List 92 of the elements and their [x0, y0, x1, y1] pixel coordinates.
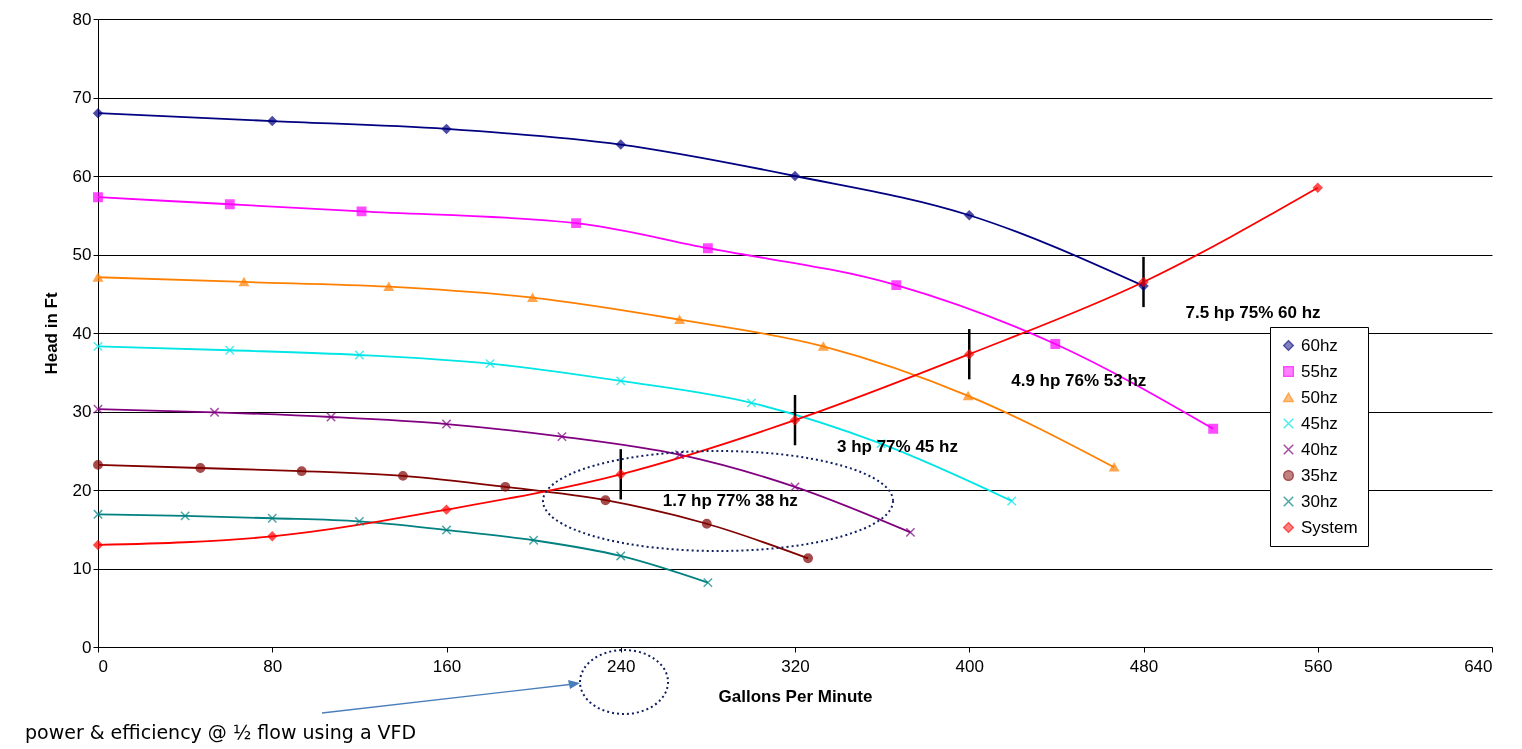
- point: [93, 192, 103, 203]
- y-tick-label: 20: [72, 480, 92, 500]
- point: [615, 375, 626, 386]
- point: [1138, 277, 1149, 287]
- y-tick-label: 10: [72, 559, 92, 578]
- point: [615, 469, 626, 480]
- point: [93, 272, 103, 282]
- point: [180, 510, 191, 521]
- point: [93, 540, 103, 550]
- point: [93, 459, 103, 470]
- point: [803, 553, 813, 564]
- legend-label: 35hz: [1301, 465, 1338, 485]
- point: [891, 280, 902, 291]
- y-tick-label: 50: [72, 245, 92, 264]
- point: [905, 527, 916, 538]
- point: [93, 108, 103, 119]
- x-axis-title: Gallons Per Minute: [718, 686, 873, 706]
- point: [1109, 462, 1120, 472]
- point: [964, 210, 975, 221]
- point: [818, 341, 829, 351]
- legend-label: 45hz: [1301, 413, 1338, 433]
- point: [600, 495, 611, 506]
- point: [701, 518, 712, 529]
- y-tick-label: 60: [72, 166, 92, 186]
- point: [746, 397, 757, 408]
- point: [528, 535, 539, 546]
- point: [441, 123, 452, 134]
- x-tick-label: 0: [98, 656, 108, 676]
- y-tick-label: 40: [72, 323, 92, 343]
- x-tick-label: 80: [263, 656, 283, 676]
- point: [356, 206, 367, 217]
- point: [790, 171, 800, 181]
- point: [527, 293, 538, 303]
- point: [571, 218, 582, 229]
- point: [267, 513, 278, 524]
- point: [1050, 339, 1061, 349]
- y-tick-label: 80: [72, 9, 92, 29]
- y-tick-label: 30: [72, 402, 92, 421]
- point: [93, 404, 103, 415]
- x-tick-label: 640: [1464, 656, 1493, 676]
- annotation: 7.5 hp 75% 60 hz: [1185, 302, 1321, 322]
- point: [441, 525, 452, 535]
- annotation: 1.7 hp 77% 38 hz: [662, 491, 798, 511]
- x-tick-label: 160: [432, 656, 462, 676]
- point: [383, 282, 394, 292]
- point: [1312, 182, 1323, 193]
- point: [239, 277, 249, 287]
- point: [93, 509, 103, 520]
- point: [615, 139, 626, 150]
- y-tick-label: 70: [72, 88, 92, 107]
- point: [267, 116, 278, 126]
- point: [93, 341, 103, 352]
- point: [674, 449, 685, 460]
- point: [485, 358, 495, 369]
- legend-label: 50hz: [1301, 387, 1338, 407]
- x-tick-label: 320: [781, 656, 810, 676]
- point: [441, 504, 452, 515]
- legend-label: 40hz: [1301, 439, 1338, 459]
- point: [557, 431, 567, 442]
- legend-label: 55hz: [1301, 361, 1338, 381]
- point: [500, 481, 511, 492]
- legend-label: 30hz: [1301, 491, 1338, 511]
- y-axis-title: Head in Ft: [41, 292, 61, 375]
- point: [964, 349, 975, 360]
- point: [326, 412, 336, 422]
- point: [398, 470, 408, 481]
- point: [963, 391, 974, 401]
- point: [267, 531, 278, 542]
- point: [441, 419, 452, 429]
- point: [1006, 496, 1017, 506]
- point: [224, 345, 235, 356]
- point: [195, 463, 206, 473]
- x-tick-label: 400: [955, 656, 984, 676]
- point: [209, 407, 220, 418]
- point: [354, 516, 365, 527]
- point: [1208, 423, 1219, 434]
- point: [790, 415, 800, 426]
- point: [296, 466, 307, 477]
- point: [354, 350, 365, 360]
- x-tick-label: 480: [1129, 656, 1159, 676]
- x-tick-label: 240: [607, 656, 636, 676]
- point: [702, 243, 713, 254]
- x-tick-label: 560: [1304, 656, 1333, 676]
- legend-label: System: [1301, 517, 1358, 537]
- point: [674, 315, 685, 325]
- point: [224, 199, 235, 210]
- legend-label: 60hz: [1301, 335, 1338, 355]
- y-tick-label: 0: [82, 637, 92, 657]
- point: [615, 551, 626, 561]
- point: [790, 481, 800, 492]
- point: [702, 577, 713, 588]
- text: power & efficiency @ ½ flow using a VFD: [25, 721, 417, 743]
